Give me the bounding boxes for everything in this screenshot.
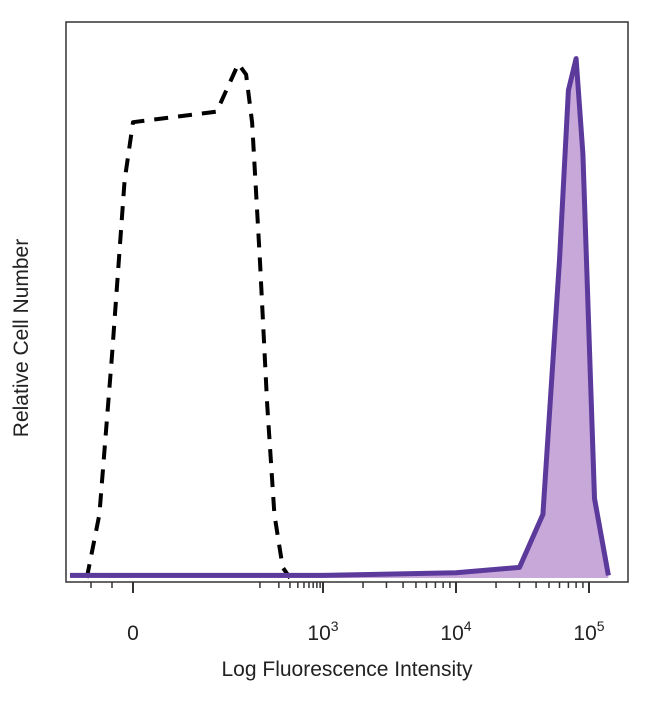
tick-label-base: 10 — [307, 622, 330, 645]
x-axis-ticks: 0 103 104 105 — [90, 582, 605, 645]
series-1-area — [70, 58, 609, 579]
tick-label-exponent: 3 — [331, 618, 339, 634]
tick-label-exponent: 4 — [464, 618, 472, 634]
plot-frame — [65, 21, 629, 583]
x-axis-label: Log Fluorescence Intensity — [222, 658, 473, 681]
series-1-line — [70, 56, 611, 578]
series-0-line — [84, 61, 292, 580]
tick-label-base: 10 — [440, 622, 463, 645]
tick-label: 103 — [307, 618, 338, 645]
plot-area — [70, 56, 611, 580]
tick-label-base: 0 — [127, 622, 139, 645]
tick-label: 0 — [127, 622, 139, 645]
tick-label-exponent: 5 — [597, 618, 605, 634]
tick-label: 105 — [573, 618, 604, 645]
y-axis-label: Relative Cell Number — [10, 239, 33, 437]
tick-label: 104 — [440, 618, 471, 645]
tick-label-base: 10 — [573, 622, 596, 645]
